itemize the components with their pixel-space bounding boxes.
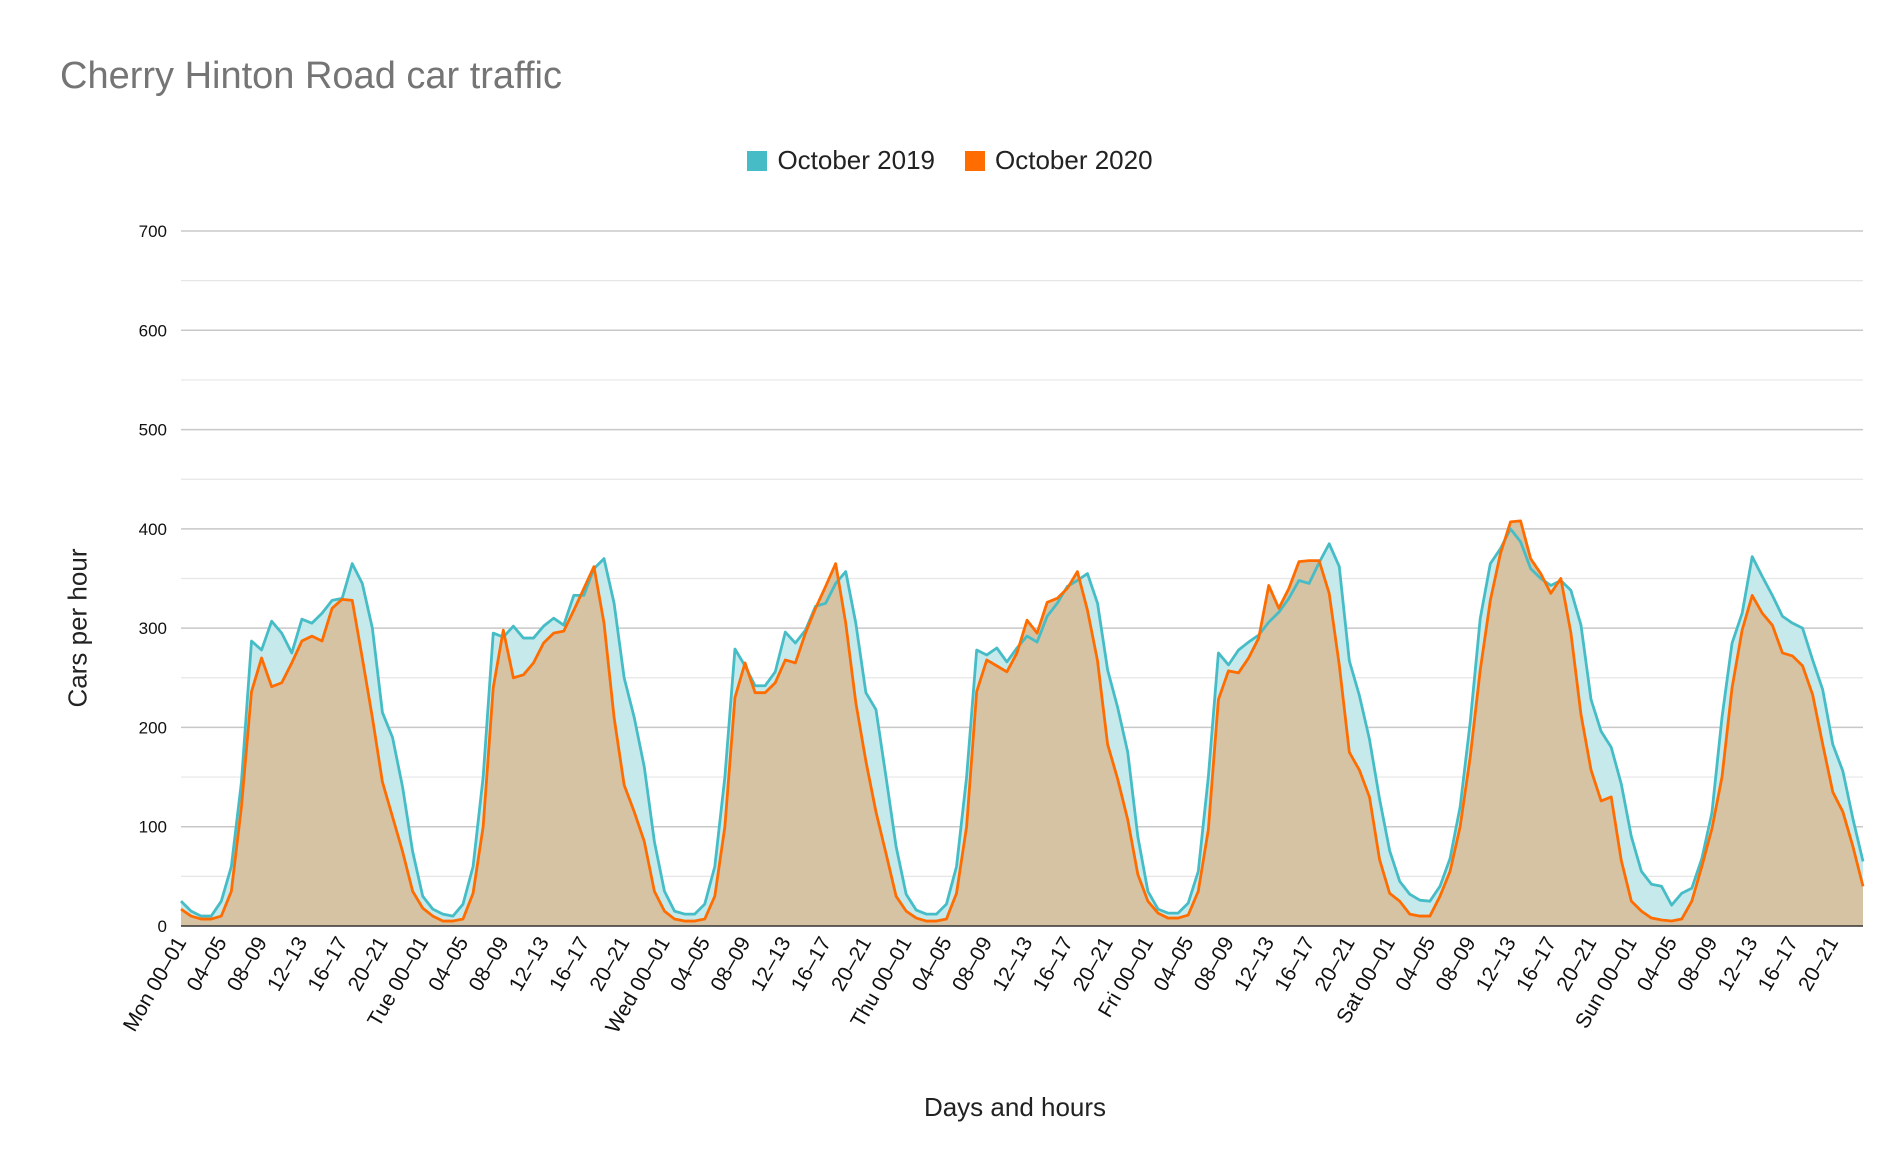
legend-swatch-series-2 xyxy=(965,150,985,171)
y-tick-label: 300 xyxy=(139,619,167,638)
y-tick-label: 400 xyxy=(139,520,167,539)
legend-item-series-2[interactable]: October 2020 xyxy=(965,145,1153,176)
x-tick-label: 08–09 xyxy=(465,933,514,995)
x-tick-label: 12–13 xyxy=(1472,933,1521,995)
x-tick-label: 08–09 xyxy=(223,933,272,995)
y-tick-label: 600 xyxy=(139,321,167,340)
x-tick-label: 12–13 xyxy=(747,933,796,995)
x-tick-label: 04–05 xyxy=(182,933,231,995)
x-tick-label: 16–17 xyxy=(787,933,836,995)
x-tick-label: 12–13 xyxy=(505,933,554,995)
x-tick-label: 04–05 xyxy=(1391,933,1440,995)
x-tick-label: 04–05 xyxy=(1633,933,1682,995)
x-tick-label: 04–05 xyxy=(908,933,957,995)
area-series-2 xyxy=(181,520,1863,926)
x-tick-label: 08–09 xyxy=(1673,933,1722,995)
line-series-2 xyxy=(180,519,1865,923)
x-tick-label: 12–13 xyxy=(1230,933,1279,995)
x-tick-label: 04–05 xyxy=(666,933,715,995)
legend-label-series-1: October 2019 xyxy=(777,145,935,175)
chart-title: Cherry Hinton Road car traffic xyxy=(60,55,562,97)
line-series-1 xyxy=(180,527,1865,918)
legend: October 2019 October 2020 xyxy=(0,145,1900,176)
x-tick-label: 20–21 xyxy=(1794,933,1843,995)
x-tick-label: 12–13 xyxy=(263,933,312,995)
x-tick-label: Mon 00–01 xyxy=(119,933,191,1036)
y-tick-label: 500 xyxy=(139,421,167,440)
x-axis-title: Days and hours xyxy=(923,1092,1107,1122)
x-tick-label: 08–09 xyxy=(706,933,755,995)
x-tick-label: 12–13 xyxy=(988,933,1037,995)
legend-swatch-series-1 xyxy=(747,150,768,171)
x-tick-label: 16–17 xyxy=(1029,933,1078,995)
y-tick-label: 700 xyxy=(139,222,167,241)
legend-label-series-2: October 2020 xyxy=(995,145,1153,175)
x-tick-label: 08–09 xyxy=(1190,933,1239,995)
x-tick-label: 04–05 xyxy=(424,933,473,995)
x-tick-label: 16–17 xyxy=(1270,933,1319,995)
legend-item-series-1[interactable]: October 2019 xyxy=(747,145,935,176)
y-tick-label: 0 xyxy=(158,917,167,936)
y-tick-label: 100 xyxy=(139,818,167,837)
x-tick-label: 08–09 xyxy=(1431,933,1480,995)
x-tick-label: 12–13 xyxy=(1713,933,1762,995)
x-tick-label: 16–17 xyxy=(1512,933,1561,995)
x-tick-label: 04–05 xyxy=(1149,933,1198,995)
y-tick-label: 200 xyxy=(139,718,167,737)
x-tick-label: 16–17 xyxy=(303,933,352,995)
x-tick-label: 16–17 xyxy=(545,933,594,995)
x-tick-label: 16–17 xyxy=(1754,933,1803,995)
x-tick-label: 08–09 xyxy=(948,933,997,995)
